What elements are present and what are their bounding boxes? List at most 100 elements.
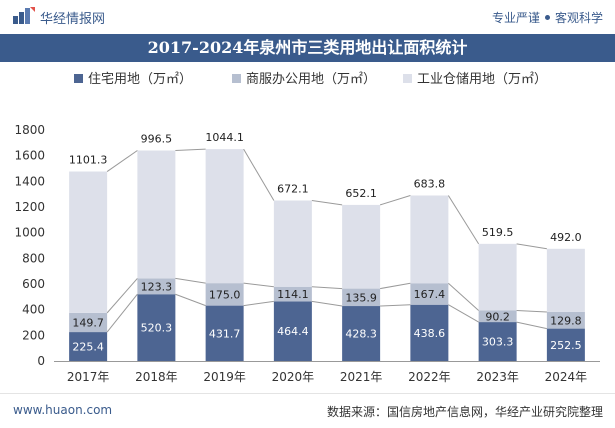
x-tick-label: 2017年 (67, 370, 110, 384)
data-label: 225.4 (72, 341, 104, 354)
y-tick-label: 1800 (14, 123, 45, 137)
bar-segment-1 (342, 306, 381, 361)
y-tick-label: 1200 (14, 200, 45, 214)
y-tick-label: 400 (22, 303, 45, 317)
brand-name: 华经情报网 (40, 12, 106, 27)
connector-line (447, 195, 480, 245)
legend-label-residential: 住宅用地（万㎡） (88, 72, 193, 87)
data-label: 129.8 (550, 314, 582, 327)
connector-line (448, 282, 479, 311)
y-tick-label: 800 (22, 251, 45, 265)
connector-line (311, 200, 343, 206)
y-tick-label: 1000 (14, 226, 45, 240)
x-tick-label: 2022年 (408, 370, 451, 384)
bar-segment-2 (205, 283, 244, 306)
tagline-left: 专业严谨 (491, 11, 540, 25)
connector-line (106, 278, 138, 314)
bar-segment-3 (273, 200, 312, 287)
huajing-logo-icon (13, 7, 35, 24)
title-bar: 2017-2024年泉州市三类用地出让面积统计 (0, 34, 615, 62)
data-label: 167.4 (414, 288, 446, 301)
data-label: 149.7 (72, 316, 104, 329)
x-tick-label: 2021年 (340, 370, 383, 384)
connector-line (243, 282, 274, 288)
connector-line (516, 243, 547, 250)
legend-swatch-residential (74, 74, 83, 83)
legend-label-industrial: 工业仓储用地（万㎡） (417, 72, 548, 87)
y-tick-label: 200 (22, 328, 45, 342)
data-label: 428.3 (345, 328, 377, 341)
bar-segment-3 (478, 243, 517, 311)
footer-source: 数据来源：国信房地产信息网，华经产业研究院整理 (326, 405, 603, 419)
data-label: 252.5 (550, 339, 582, 352)
y-tick-label: 1400 (14, 174, 45, 188)
data-label: 683.8 (414, 177, 446, 190)
legend-item-residential: 住宅用地（万㎡） (74, 69, 192, 91)
bar-segment-2 (546, 311, 585, 329)
bar-segment-3 (205, 149, 244, 284)
x-tick-label: 2018年 (135, 370, 178, 384)
bar-segment-1 (137, 294, 176, 361)
legend-swatch-industrial (403, 74, 412, 83)
data-label: 464.4 (277, 325, 309, 338)
data-label: 431.7 (209, 327, 241, 340)
bar-segment-1 (478, 322, 517, 361)
y-tick-label: 1600 (14, 149, 45, 163)
data-label: 175.0 (209, 288, 241, 301)
connector-line (175, 277, 206, 284)
connector-line (448, 304, 479, 323)
tagline-right: 客观科学 (554, 11, 603, 25)
connector-line (106, 293, 138, 333)
data-label: 90.2 (485, 310, 510, 323)
legend-swatch-commercial (232, 74, 241, 83)
data-label: 492.0 (550, 231, 582, 244)
stacked-bar-chart: 0 200 400 600 800 1000 1200 1400 1600 1800 225.4 14… (14, 123, 600, 384)
bar-segment-2 (137, 278, 176, 295)
bar-segment-1 (69, 332, 108, 361)
bar-segment-1 (546, 328, 585, 361)
data-label: 123.3 (141, 280, 173, 293)
connector-line (516, 321, 547, 330)
chart-title: 2017-2024年泉州市三类用地出让面积统计 (147, 38, 468, 57)
bar-segment-2 (478, 310, 517, 323)
legend-label-commercial: 商服办公用地（万㎡） (246, 72, 377, 87)
data-label: 520.3 (141, 322, 173, 335)
separator-dot-icon (544, 15, 550, 20)
connector-line (243, 148, 275, 201)
y-tick-label: 600 (22, 277, 45, 291)
connector-line (380, 282, 411, 290)
bar-segment-2 (342, 288, 381, 307)
bar-segment-3 (342, 204, 381, 289)
chart-legend: 住宅用地（万㎡） 商服办公用地（万㎡） 工业仓储用地（万㎡） (0, 69, 615, 91)
data-label: 135.9 (345, 291, 377, 304)
data-label: 303.3 (482, 336, 514, 349)
data-label: 1101.3 (69, 154, 108, 167)
footer-site: www.huaon.com (13, 403, 113, 417)
data-label: 519.5 (482, 226, 514, 239)
tagline: 专业严谨 客观科学 (492, 9, 603, 26)
bar-segment-2 (410, 283, 449, 305)
connector-line (175, 293, 206, 307)
data-label: 1044.1 (205, 131, 244, 144)
connector-line (175, 148, 206, 152)
bar-segment-3 (410, 195, 449, 284)
connector-line (380, 304, 411, 307)
connector-line (243, 300, 274, 307)
bar-segment-1 (273, 301, 312, 361)
y-tick-label: 0 (37, 354, 45, 368)
x-tick-label: 2024年 (545, 370, 588, 384)
connector-line (516, 310, 547, 313)
x-tick-label: 2020年 (272, 370, 315, 384)
data-label: 652.1 (345, 187, 377, 200)
data-label: 996.5 (141, 133, 173, 146)
bar-segment-2 (273, 286, 312, 302)
footer: www.huaon.com 数据来源：国信房地产信息网，华经产业研究院整理 (0, 393, 615, 428)
bar-segment-3 (69, 171, 108, 313)
bar-segment-1 (410, 304, 449, 361)
data-label: 114.1 (277, 288, 309, 301)
bar-segment-3 (137, 150, 176, 279)
connector-line (311, 300, 343, 307)
top-bar: 华经情报网 专业严谨 客观科学 (0, 0, 615, 34)
bar-segment-2 (69, 312, 108, 333)
